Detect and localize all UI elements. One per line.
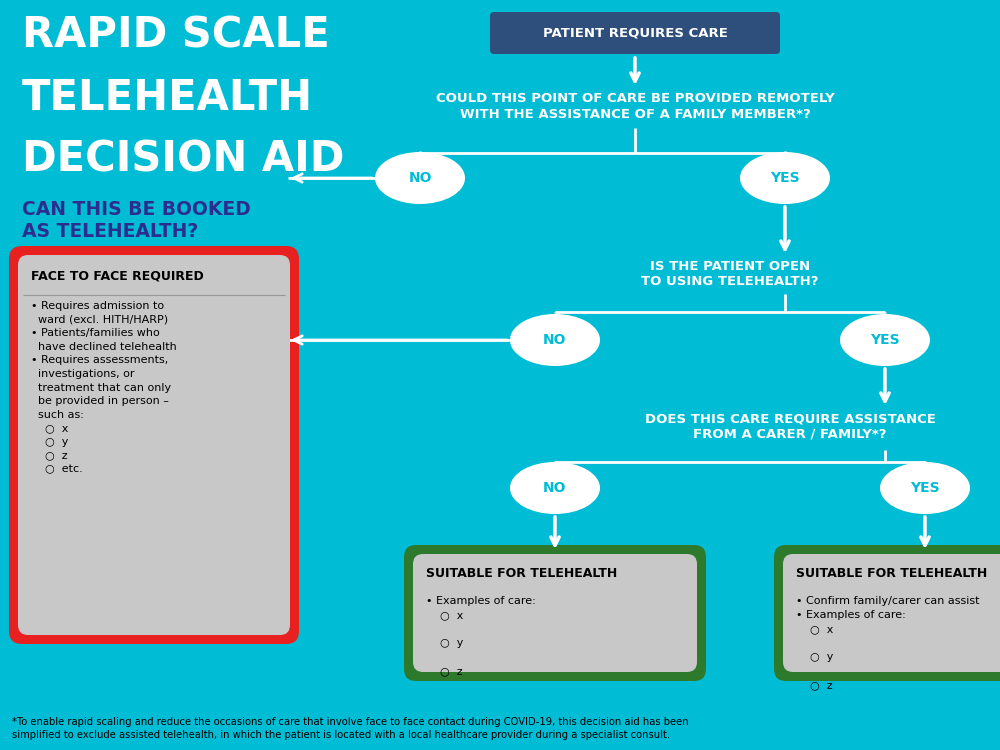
Text: *To enable rapid scaling and reduce the occasions of care that involve face to f: *To enable rapid scaling and reduce the … — [12, 717, 689, 740]
Text: SUITABLE FOR TELEHEALTH: SUITABLE FOR TELEHEALTH — [426, 567, 617, 580]
Text: PATIENT REQUIRES CARE: PATIENT REQUIRES CARE — [543, 26, 727, 40]
FancyBboxPatch shape — [490, 12, 780, 54]
Ellipse shape — [880, 462, 970, 514]
Text: NO: NO — [543, 481, 567, 495]
Text: DECISION AID: DECISION AID — [22, 139, 344, 181]
Text: CAN THIS BE BOOKED
AS TELEHEALTH?: CAN THIS BE BOOKED AS TELEHEALTH? — [22, 200, 251, 241]
Text: DOES THIS CARE REQUIRE ASSISTANCE
FROM A CARER / FAMILY*?: DOES THIS CARE REQUIRE ASSISTANCE FROM A… — [645, 412, 935, 440]
FancyBboxPatch shape — [413, 554, 697, 672]
Text: YES: YES — [870, 333, 900, 347]
FancyBboxPatch shape — [9, 246, 299, 644]
Text: IS THE PATIENT OPEN
TO USING TELEHEALTH?: IS THE PATIENT OPEN TO USING TELEHEALTH? — [641, 260, 819, 289]
Ellipse shape — [510, 314, 600, 366]
Text: • Examples of care:
    ○  x

    ○  y

    ○  z: • Examples of care: ○ x ○ y ○ z — [426, 596, 536, 676]
Text: COULD THIS POINT OF CARE BE PROVIDED REMOTELY
WITH THE ASSISTANCE OF A FAMILY ME: COULD THIS POINT OF CARE BE PROVIDED REM… — [436, 92, 834, 121]
Text: TELEHEALTH: TELEHEALTH — [22, 77, 313, 119]
Text: RAPID SCALE: RAPID SCALE — [22, 15, 330, 57]
Text: • Confirm family/carer can assist
• Examples of care:
    ○  x

    ○  y

    ○ : • Confirm family/carer can assist • Exam… — [796, 596, 980, 690]
FancyBboxPatch shape — [783, 554, 1000, 672]
Ellipse shape — [840, 314, 930, 366]
Text: YES: YES — [910, 481, 940, 495]
Text: YES: YES — [770, 171, 800, 185]
FancyBboxPatch shape — [404, 545, 706, 681]
Text: NO: NO — [543, 333, 567, 347]
FancyBboxPatch shape — [18, 255, 290, 635]
Text: • Requires admission to
  ward (excl. HITH/HARP)
• Patients/families who
  have : • Requires admission to ward (excl. HITH… — [31, 301, 177, 474]
Text: FACE TO FACE REQUIRED: FACE TO FACE REQUIRED — [31, 269, 204, 282]
Ellipse shape — [740, 152, 830, 204]
FancyBboxPatch shape — [774, 545, 1000, 681]
Ellipse shape — [375, 152, 465, 204]
Text: NO: NO — [408, 171, 432, 185]
Text: SUITABLE FOR TELEHEALTH: SUITABLE FOR TELEHEALTH — [796, 567, 987, 580]
Ellipse shape — [510, 462, 600, 514]
